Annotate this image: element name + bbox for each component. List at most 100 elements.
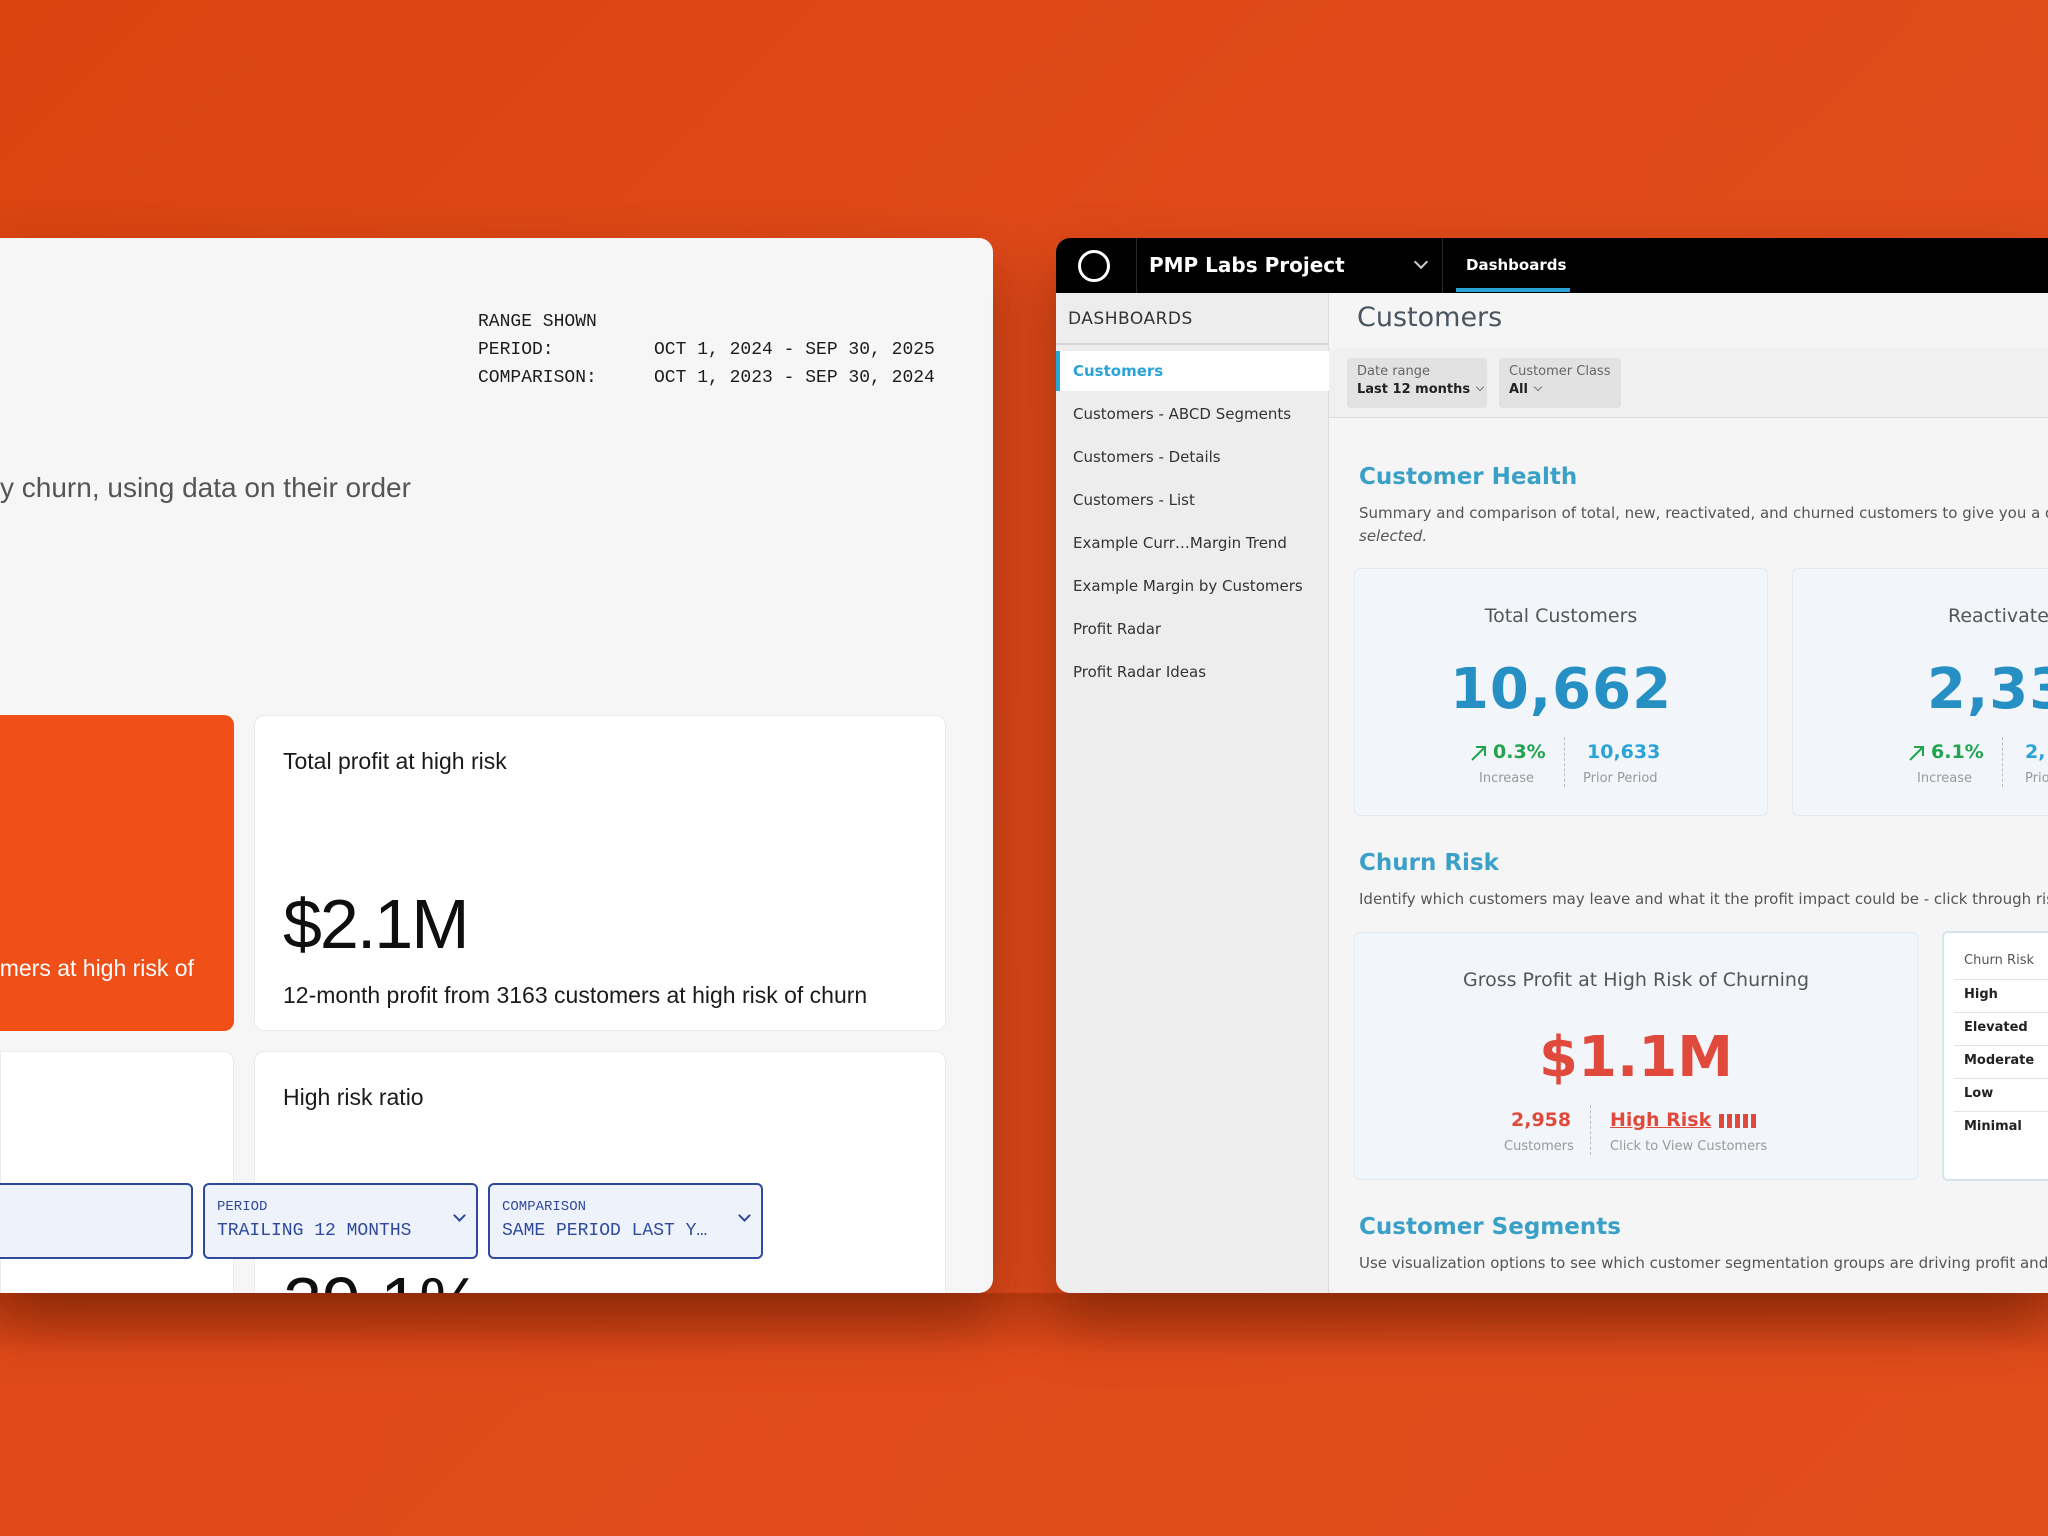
ratio-card-title: High risk ratio bbox=[283, 1084, 424, 1110]
reactivated-change-value: 6.1% bbox=[1931, 741, 1984, 763]
dashboards-sidebar: DASHBOARDS Customers Customers - ABCD Se… bbox=[1056, 293, 1329, 1293]
legend-item-low[interactable]: Low bbox=[1964, 1086, 1994, 1101]
profit-card-title: Total profit at high risk bbox=[283, 748, 507, 774]
reactivated-value: 2,33 bbox=[1927, 657, 2048, 722]
range-shown: RANGE SHOWN PERIOD: OCT 1, 2024 - SEP 30… bbox=[478, 308, 958, 392]
customer-health-desc: Summary and comparison of total, new, re… bbox=[1359, 504, 2048, 522]
arrow-up-right-icon bbox=[1471, 746, 1486, 761]
period-select[interactable]: PERIOD TRAILING 12 MONTHS bbox=[203, 1183, 478, 1259]
ratio-card-value: 29.1% bbox=[283, 1262, 481, 1293]
chevron-down-icon bbox=[453, 1209, 466, 1222]
active-tab-indicator bbox=[1456, 288, 1570, 292]
sidebar-heading: DASHBOARDS bbox=[1068, 309, 1193, 329]
range-heading: RANGE SHOWN bbox=[478, 312, 597, 332]
churn-risk-desc: Identify which customers may leave and w… bbox=[1359, 890, 2048, 908]
risk-report-panel: RANGE SHOWN PERIOD: OCT 1, 2024 - SEP 30… bbox=[0, 238, 993, 1293]
customer-segments-desc: Use visualization options to see which c… bbox=[1359, 1254, 2048, 1272]
legend-item-elevated[interactable]: Elevated bbox=[1964, 1020, 2028, 1035]
customer-class-value: All bbox=[1509, 382, 1528, 397]
reactivated-prior-value: 2, bbox=[2025, 741, 2046, 763]
risk-customer-caption: Customers bbox=[1504, 1139, 1574, 1154]
filter-select-partial[interactable] bbox=[0, 1183, 193, 1259]
chevron-down-icon bbox=[1475, 382, 1485, 392]
customer-health-title: Customer Health bbox=[1359, 464, 1578, 490]
sidebar-item-profit-radar[interactable]: Profit Radar bbox=[1073, 620, 1162, 638]
reactivated-prior-caption: Prio bbox=[2025, 771, 2048, 786]
customer-class-value-row: All bbox=[1509, 382, 1611, 397]
legend-item-moderate[interactable]: Moderate bbox=[1964, 1053, 2035, 1068]
date-range-value: Last 12 months bbox=[1357, 382, 1471, 397]
churn-risk-legend: Churn Risk High Elevated Moderate Low Mi… bbox=[1942, 931, 2048, 1181]
shadow-band bbox=[0, 1293, 2048, 1353]
sidebar-item-customers[interactable]: Customers bbox=[1056, 351, 1329, 391]
ring-logo-icon[interactable] bbox=[1078, 250, 1110, 282]
customer-segments-title: Customer Segments bbox=[1359, 1214, 1621, 1240]
customer-health-desc-2: selected. bbox=[1359, 527, 1428, 545]
total-customers-card[interactable]: Total Customers 10,662 0.3% Increase 10,… bbox=[1354, 568, 1768, 816]
customer-class-filter[interactable]: Customer Class All bbox=[1499, 358, 1621, 408]
high-risk-ratio-card: High risk ratio 29.1% bbox=[254, 1051, 946, 1293]
range-comparison-label: COMPARISON: bbox=[478, 368, 597, 388]
tab-dashboards[interactable]: Dashboards bbox=[1466, 256, 1567, 274]
intro-text: y churn, using data on their order bbox=[0, 472, 411, 503]
filter-bar: Date range Last 12 months Customer Class… bbox=[1329, 348, 2048, 418]
kpi-divider bbox=[2002, 737, 2003, 787]
reactivated-label: Reactivated bbox=[1948, 605, 2048, 627]
customer-class-label: Customer Class bbox=[1509, 364, 1611, 379]
page-title: Customers bbox=[1357, 302, 1503, 333]
reactivated-change-caption: Increase bbox=[1917, 771, 1973, 786]
risk-customer-count: 2,958 bbox=[1511, 1109, 1572, 1131]
dashboard-app-window: PMP Labs Project Dashboards DASHBOARDS C… bbox=[1056, 238, 2048, 1293]
comparison-select-value: SAME PERIOD LAST Y… bbox=[502, 1221, 708, 1241]
total-prior-value: 10,633 bbox=[1587, 741, 1661, 763]
range-period-value: OCT 1, 2024 - SEP 30, 2025 bbox=[654, 340, 935, 360]
legend-title: Churn Risk bbox=[1964, 953, 2034, 968]
gross-profit-label: Gross Profit at High Risk of Churning bbox=[1462, 969, 1810, 991]
divider bbox=[1954, 1045, 2048, 1046]
project-name[interactable]: PMP Labs Project bbox=[1149, 253, 1345, 277]
sidebar-item-margin-by-customers[interactable]: Example Margin by Customers bbox=[1073, 577, 1303, 595]
range-period-label: PERIOD: bbox=[478, 340, 554, 360]
divider bbox=[1056, 343, 1329, 345]
total-customers-label: Total Customers bbox=[1484, 605, 1638, 627]
range-period-row: PERIOD: OCT 1, 2024 - SEP 30, 2025 bbox=[478, 336, 958, 364]
comparison-select-label: COMPARISON bbox=[502, 1199, 587, 1215]
total-prior-caption: Prior Period bbox=[1583, 771, 1658, 786]
sidebar-item-details[interactable]: Customers - Details bbox=[1073, 448, 1221, 466]
arrow-up-right-icon bbox=[1909, 746, 1924, 761]
churn-risk-title: Churn Risk bbox=[1359, 850, 1499, 876]
period-select-label: PERIOD bbox=[217, 1199, 268, 1215]
profit-at-risk-card: Total profit at high risk $2.1M 12-month… bbox=[254, 715, 946, 1031]
nav-divider bbox=[1442, 238, 1443, 293]
total-customers-value: 10,662 bbox=[1449, 657, 1673, 722]
high-risk-link[interactable]: High Risk bbox=[1610, 1109, 1757, 1131]
legend-item-high[interactable]: High bbox=[1964, 987, 1998, 1002]
high-risk-customers-card: mers at high risk of bbox=[0, 715, 234, 1031]
chevron-down-icon bbox=[1533, 382, 1543, 392]
period-select-value: TRAILING 12 MONTHS bbox=[217, 1221, 412, 1241]
date-range-filter[interactable]: Date range Last 12 months bbox=[1347, 358, 1487, 408]
legend-item-minimal[interactable]: Minimal bbox=[1964, 1119, 2022, 1134]
profit-card-value: $2.1M bbox=[283, 885, 470, 963]
high-risk-customers-text: mers at high risk of bbox=[0, 955, 194, 981]
sidebar-item-margin-trend[interactable]: Example Curr…Margin Trend bbox=[1073, 534, 1287, 552]
sidebar-item-profit-radar-ideas[interactable]: Profit Radar Ideas bbox=[1073, 663, 1207, 681]
view-customers-link[interactable]: Click to View Customers bbox=[1610, 1139, 1768, 1154]
gross-profit-value: $1.1M bbox=[1539, 1025, 1733, 1090]
profit-card-subtitle: 12-month profit from 3163 customers at h… bbox=[283, 982, 868, 1008]
total-change-caption: Increase bbox=[1479, 771, 1535, 786]
range-comparison-value: OCT 1, 2023 - SEP 30, 2024 bbox=[654, 368, 935, 388]
reactivated-customers-card[interactable]: Reactivated 2,33 6.1% Increase 2, Prio bbox=[1792, 568, 2048, 816]
nav-divider bbox=[1136, 238, 1137, 293]
divider bbox=[1954, 1111, 2048, 1112]
chevron-down-icon bbox=[738, 1209, 751, 1222]
top-nav-bar: PMP Labs Project Dashboards bbox=[1056, 238, 2048, 293]
risk-bars-icon bbox=[1719, 1113, 1757, 1128]
range-comparison-row: COMPARISON: OCT 1, 2023 - SEP 30, 2024 bbox=[478, 364, 958, 392]
chevron-down-icon[interactable] bbox=[1413, 254, 1429, 270]
gross-profit-at-risk-card: Gross Profit at High Risk of Churning $1… bbox=[1354, 932, 1918, 1180]
divider bbox=[1954, 1012, 2048, 1013]
sidebar-item-abcd-segments[interactable]: Customers - ABCD Segments bbox=[1073, 405, 1292, 423]
sidebar-item-list[interactable]: Customers - List bbox=[1073, 491, 1195, 509]
comparison-select[interactable]: COMPARISON SAME PERIOD LAST Y… bbox=[488, 1183, 763, 1259]
